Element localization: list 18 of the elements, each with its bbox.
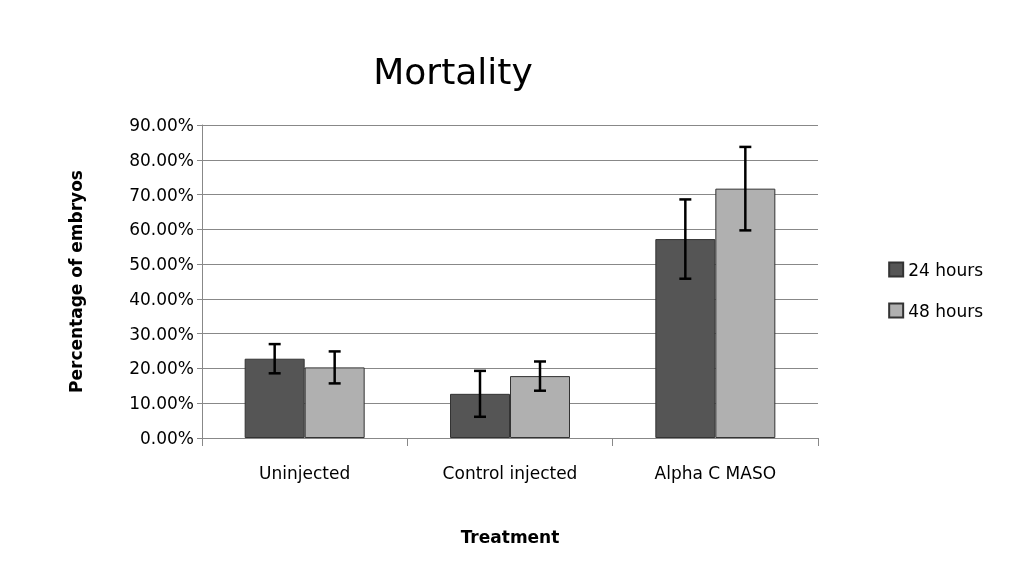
y-tick-label: 30.00%	[129, 323, 194, 344]
x-tick-label: Control injected	[442, 462, 578, 483]
y-tick-label: 0.00%	[139, 428, 194, 448]
y-tick-label: 80.00%	[129, 149, 194, 170]
legend-label: 24 hours	[908, 259, 984, 280]
chart-title: Mortality	[373, 50, 533, 92]
y-axis-title: Percentage of embryos	[65, 170, 86, 393]
y-tick-label: 90.00%	[129, 115, 194, 135]
y-tick-label: 50.00%	[129, 254, 194, 275]
y-tick-label: 60.00%	[129, 219, 194, 240]
y-tick-label: 10.00%	[129, 393, 194, 414]
x-tick-label: Alpha C MASO	[654, 462, 777, 483]
legend-label: 48 hours	[908, 300, 984, 321]
y-tick-label: 20.00%	[129, 358, 194, 379]
x-tick-label: Uninjected	[259, 462, 351, 483]
y-tick-label: 40.00%	[129, 288, 194, 309]
y-tick-label: 70.00%	[129, 184, 194, 205]
x-axis-title: Treatment	[460, 526, 560, 547]
